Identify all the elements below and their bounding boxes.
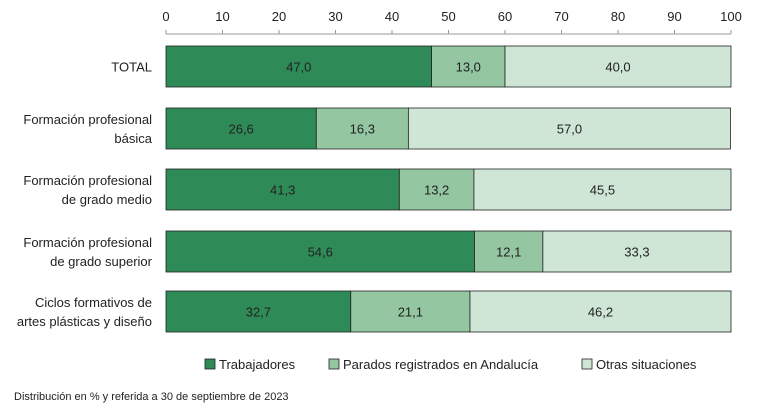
category-label: Ciclos formativos de (35, 295, 152, 310)
legend-label: Otras situaciones (596, 357, 697, 372)
bar-segment (315, 107, 409, 150)
x-tick-label: 30 (328, 9, 342, 24)
category-label: de grado superior (50, 254, 153, 269)
data-label: 21,1 (398, 305, 423, 320)
bar-segment (165, 45, 432, 88)
data-label: 32,7 (246, 305, 271, 320)
data-label: 26,6 (228, 122, 253, 137)
bars: 47,0 13,0 40,0 26,6 16,3 57,0 41,3 13,2 45,5 54,6… (165, 45, 732, 333)
category-label: básica (114, 131, 152, 146)
category-label: Formación profesional (23, 235, 152, 250)
data-label: 33,3 (624, 245, 649, 260)
x-tick-label: 0 (162, 9, 169, 24)
category-label: Formación profesional (23, 173, 152, 188)
legend-swatch (328, 358, 340, 370)
legend-swatch (204, 358, 216, 370)
data-label: 40,0 (605, 60, 630, 75)
x-tick-label: 80 (611, 9, 625, 24)
legend-label: Trabajadores (219, 357, 296, 372)
x-axis: 0 10 20 30 40 50 60 70 80 90 100 (162, 9, 742, 35)
x-tick-label: 50 (441, 9, 455, 24)
bar-segment (165, 230, 475, 273)
data-label: 16,3 (350, 122, 375, 137)
x-tick-label: 90 (667, 9, 681, 24)
bar-segment (165, 107, 317, 150)
x-tick-label: 10 (215, 9, 229, 24)
legend: Trabajadores Parados registrados en Andal… (204, 357, 697, 372)
data-label: 46,2 (588, 305, 613, 320)
bar-segment (350, 290, 471, 333)
bar-segment (431, 45, 506, 88)
data-label: 13,2 (424, 183, 449, 198)
data-label: 54,6 (308, 245, 333, 260)
bar-segment (165, 290, 352, 333)
x-tick-label: 40 (385, 9, 399, 24)
data-label: 41,3 (270, 183, 295, 198)
category-labels: TOTAL Formación profesional básica Formació… (17, 60, 153, 330)
bar-segment (504, 45, 732, 88)
data-label: 12,1 (496, 245, 521, 260)
legend-swatch (581, 358, 593, 370)
x-tick-label: 20 (272, 9, 286, 24)
data-label: 45,5 (590, 183, 615, 198)
category-label: de grado medio (62, 192, 152, 207)
x-tick-label: 70 (554, 9, 568, 24)
data-label: 47,0 (286, 60, 311, 75)
bar-segment (542, 230, 732, 273)
bar-segment (469, 290, 732, 333)
x-tick-label: 60 (498, 9, 512, 24)
data-label: 13,0 (456, 60, 481, 75)
footnote: Distribución en % y referida a 30 de sep… (14, 391, 289, 403)
bar-segment (165, 168, 400, 211)
bar-segment (473, 168, 732, 211)
x-tick-label: 100 (720, 9, 742, 24)
bar-segment (407, 107, 731, 150)
legend-label: Parados registrados en Andalucía (343, 357, 539, 372)
category-label: TOTAL (111, 60, 152, 75)
category-label: artes plásticas y diseño (17, 314, 152, 329)
data-label: 57,0 (557, 122, 582, 137)
category-label: Formación profesional (23, 112, 152, 127)
bar-segment (474, 230, 544, 273)
